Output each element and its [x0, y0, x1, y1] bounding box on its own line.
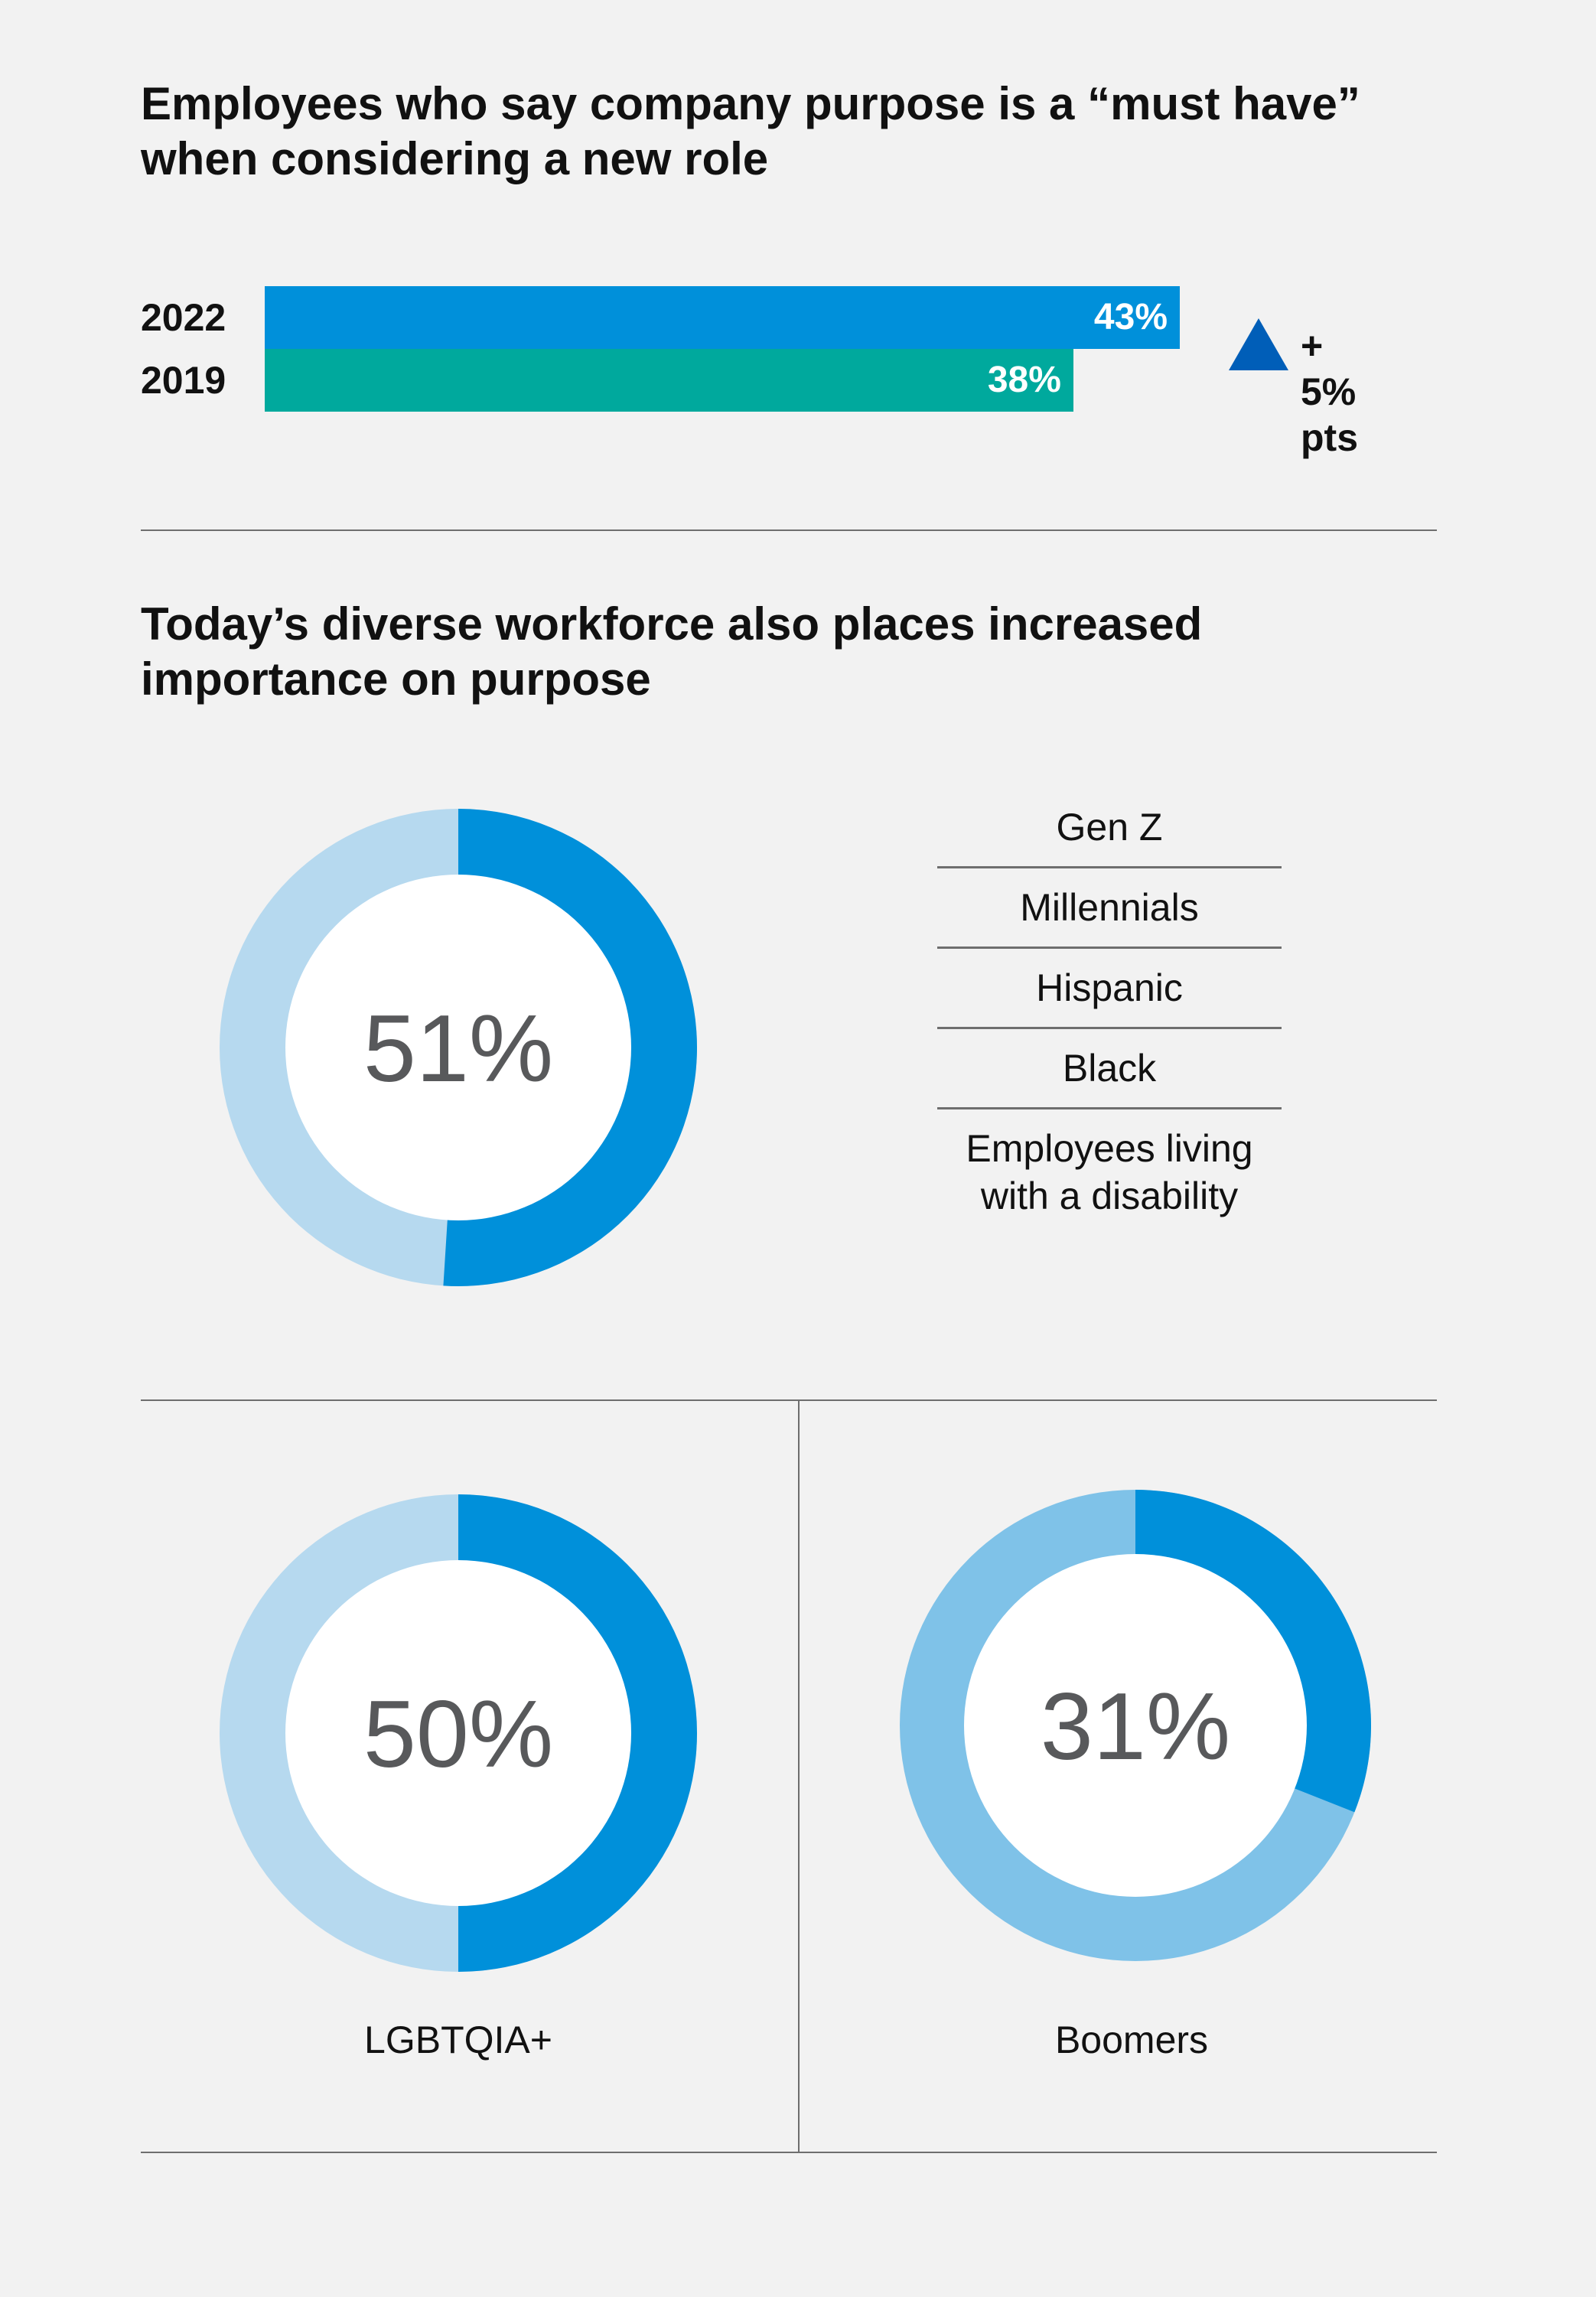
- donut-center: [285, 875, 631, 1220]
- bar-category-label: 2019: [141, 359, 226, 402]
- bar-category-label: 2022: [141, 296, 226, 339]
- section1-title: Employees who say company purpose is a “…: [141, 78, 1360, 184]
- divider: [141, 2152, 1437, 2153]
- bar-value-label: 43%: [1093, 297, 1168, 337]
- group-list: Gen Z Millennials Hispanic Black Employees l…: [937, 803, 1282, 1235]
- divider: [141, 529, 1437, 531]
- donut-value-label: 51%: [363, 996, 553, 1102]
- donut-caption-lgbtqia: LGBTQIA+: [364, 2018, 552, 2061]
- donut-center: [285, 1560, 631, 1906]
- donut-chart-51: 51%: [220, 809, 698, 1286]
- donut-chart-50: 50%: [220, 1494, 697, 1972]
- divider-vertical: [798, 1399, 800, 2152]
- group-item: Gen Z: [937, 803, 1282, 868]
- group-item: Employees living with a disability: [966, 1127, 1253, 1217]
- bar-value-label: 38%: [987, 360, 1061, 400]
- donut-value-label: 31%: [1041, 1674, 1230, 1780]
- bar-2022: 43%: [265, 286, 1180, 349]
- divider: [141, 1399, 1437, 1401]
- donut-center: [964, 1554, 1307, 1897]
- group-item: Hispanic: [937, 949, 1282, 1029]
- delta-label: + 5% pts: [1301, 324, 1358, 459]
- section2-title: Today’s diverse workforce also places in…: [141, 598, 1203, 705]
- donut-chart-31: 31%: [900, 1490, 1371, 1961]
- group-item: Millennials: [937, 868, 1282, 949]
- donut-caption-boomers: Boomers: [1054, 2018, 1209, 2061]
- bar-2019: 38%: [265, 349, 1073, 412]
- group-item: Black: [937, 1029, 1282, 1109]
- donut-value-label: 50%: [363, 1682, 553, 1787]
- up-triangle-icon: [1229, 318, 1288, 370]
